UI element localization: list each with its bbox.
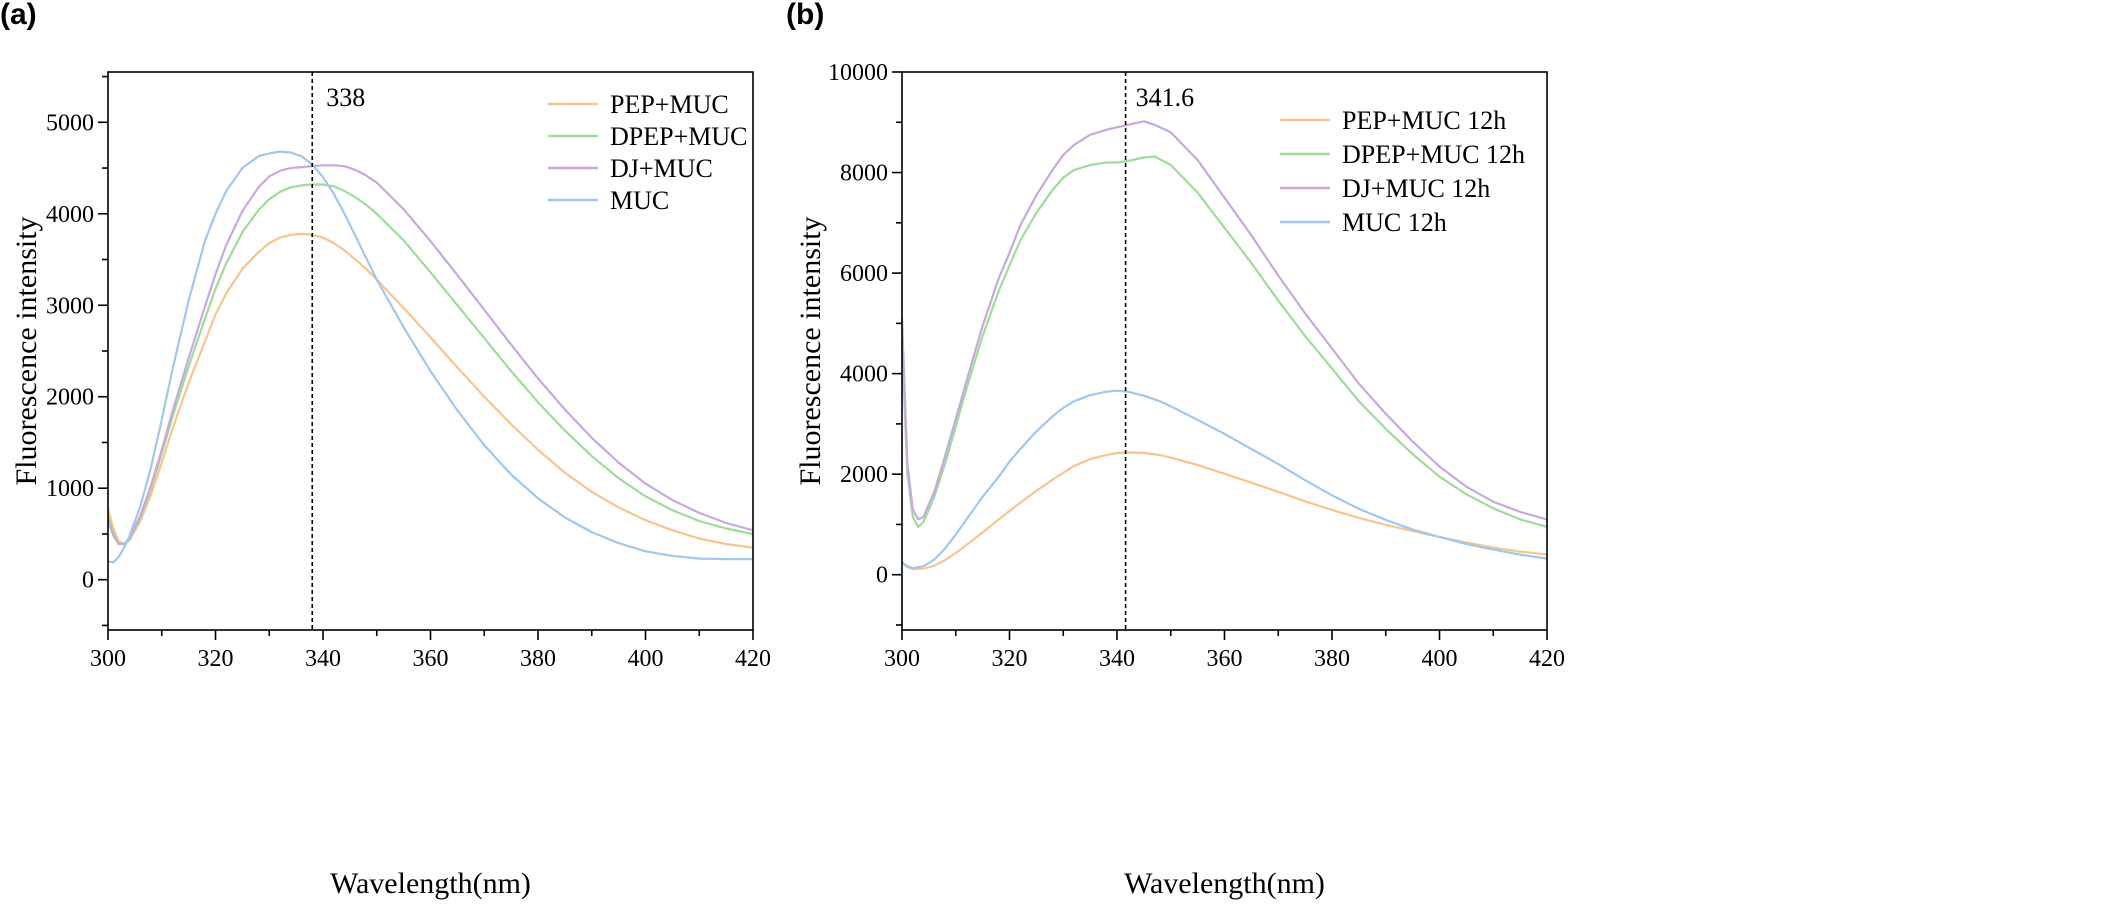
y-tick-label: 0 [82, 568, 94, 594]
series-line-3 [901, 389, 1548, 570]
y-tick-label: 2000 [46, 385, 94, 411]
x-tick-label: 320 [198, 646, 234, 672]
y-tick-label: 0 [876, 563, 888, 589]
legend: PEP+MUC 12h DPEP+MUC 12h DJ+MUC 12h MUC 12h [1280, 106, 1525, 237]
y-tick-label: 5000 [46, 110, 94, 136]
x-tick-label: 320 [992, 646, 1028, 672]
series-line-0 [106, 232, 754, 549]
y-axis-title: Fluorescence intensity [794, 216, 827, 485]
legend-label: DJ+MUC 12h [1342, 174, 1490, 203]
chart-panel-0: (a) 338 300 320 340 360 380 400 420 0 1000 2000 3000… [0, 0, 771, 900]
chart-panel-1: (b) 341.6 300 320 340 360 380 400 420 0 2000 4000 60… [786, 0, 1565, 900]
series-line-3 [107, 150, 753, 564]
y-tick-label: 10000 [828, 60, 888, 86]
series-line-2 [106, 164, 754, 546]
x-tick-label: 400 [1422, 646, 1458, 672]
x-tick-label: 300 [884, 646, 920, 672]
legend-label: PEP+MUC 12h [1342, 106, 1506, 135]
y-tick-label: 2000 [840, 462, 888, 488]
series-line-1 [900, 155, 1548, 528]
y-tick-label: 4000 [46, 202, 94, 228]
legend-label: MUC [610, 186, 669, 215]
panel-label: (b) [786, 0, 824, 31]
series-line-2 [900, 120, 1548, 521]
y-tick-label: 4000 [840, 362, 888, 388]
panel-label: (a) [0, 0, 37, 31]
y-axis-title: Fluorescence intensity [10, 216, 43, 485]
x-tick-label: 360 [1207, 646, 1243, 672]
y-tick-label: 8000 [840, 161, 888, 187]
x-axis-title: Wavelength(nm) [1124, 867, 1325, 900]
x-tick-label: 360 [413, 646, 449, 672]
marker-label: 341.6 [1136, 83, 1195, 112]
x-tick-label: 400 [628, 646, 664, 672]
x-tick-label: 420 [1529, 646, 1565, 672]
legend-label: DPEP+MUC [610, 122, 747, 151]
legend-label: PEP+MUC [610, 90, 729, 119]
legend-label: DPEP+MUC 12h [1342, 140, 1525, 169]
y-tick-label: 6000 [840, 261, 888, 287]
series-line-0 [901, 451, 1548, 571]
marker-label: 338 [326, 83, 365, 112]
x-tick-label: 340 [1099, 646, 1135, 672]
legend: PEP+MUC DPEP+MUC DJ+MUC MUC [548, 90, 747, 215]
x-tick-label: 420 [735, 646, 771, 672]
legend-label: MUC 12h [1342, 208, 1447, 237]
x-tick-label: 300 [90, 646, 126, 672]
x-tick-label: 380 [1314, 646, 1350, 672]
x-tick-label: 340 [305, 646, 341, 672]
x-axis-title: Wavelength(nm) [330, 867, 531, 900]
y-tick-label: 3000 [46, 293, 94, 319]
x-tick-label: 380 [520, 646, 556, 672]
y-tick-label: 1000 [46, 476, 94, 502]
legend-label: DJ+MUC [610, 154, 713, 183]
